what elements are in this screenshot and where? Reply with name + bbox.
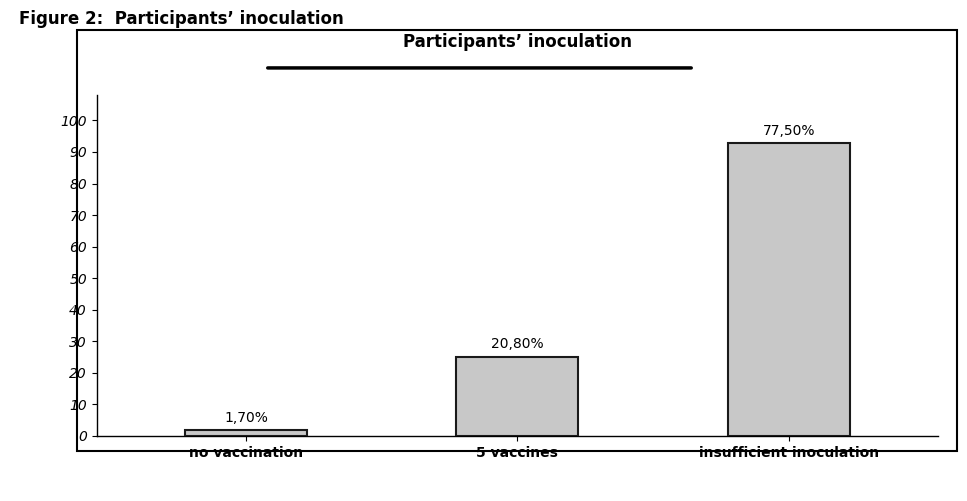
- Text: Participants’ inoculation: Participants’ inoculation: [403, 33, 631, 51]
- Text: 77,50%: 77,50%: [762, 124, 815, 138]
- Text: Figure 2:  Participants’ inoculation: Figure 2: Participants’ inoculation: [19, 10, 344, 28]
- Text: 1,70%: 1,70%: [224, 411, 268, 425]
- Bar: [456, 357, 578, 436]
- Text: 20,80%: 20,80%: [491, 337, 543, 351]
- Bar: [185, 429, 308, 436]
- Bar: [728, 142, 850, 436]
